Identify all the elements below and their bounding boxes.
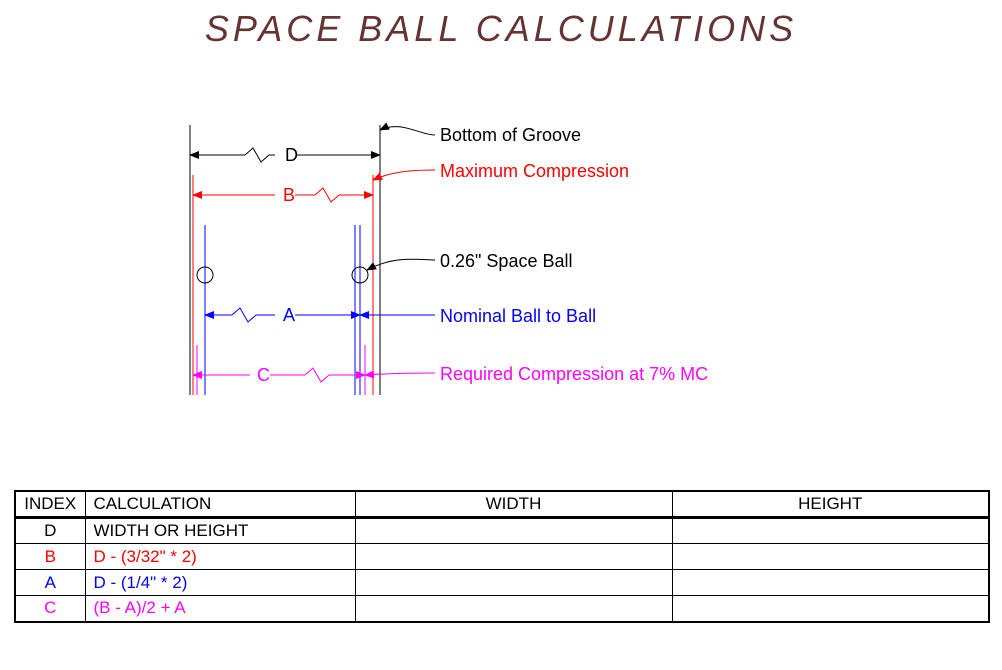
cell-width	[355, 544, 672, 570]
table-header-row: INDEX CALCULATION WIDTH HEIGHT	[15, 491, 989, 518]
table-row: D WIDTH OR HEIGHT	[15, 518, 989, 544]
cell-height	[672, 570, 989, 596]
cell-calc: D - (1/4" * 2)	[85, 570, 355, 596]
table-row: C (B - A)/2 + A	[15, 596, 989, 622]
cell-index: D	[15, 518, 85, 544]
dim-C-letter: C	[257, 365, 270, 385]
cell-calc: (B - A)/2 + A	[85, 596, 355, 622]
calc-table-wrap: INDEX CALCULATION WIDTH HEIGHT D WIDTH O…	[14, 490, 988, 623]
cell-width	[355, 518, 672, 544]
cell-calc: D - (3/32" * 2)	[85, 544, 355, 570]
label-maximum-compression: Maximum Compression	[440, 161, 629, 182]
label-required-compression: Required Compression at 7% MC	[440, 364, 708, 385]
dim-B-letter: B	[283, 185, 295, 205]
calc-table: INDEX CALCULATION WIDTH HEIGHT D WIDTH O…	[14, 490, 990, 623]
th-calc: CALCULATION	[85, 491, 355, 518]
cell-index: B	[15, 544, 85, 570]
label-bottom-of-groove: Bottom of Groove	[440, 125, 581, 146]
page-title: SPACE BALL CALCULATIONS	[0, 8, 1002, 50]
dim-A-letter: A	[283, 305, 295, 325]
cell-index: A	[15, 570, 85, 596]
th-width: WIDTH	[355, 491, 672, 518]
cell-width	[355, 570, 672, 596]
label-nominal-ball: Nominal Ball to Ball	[440, 306, 596, 327]
cell-calc: WIDTH OR HEIGHT	[85, 518, 355, 544]
table-row: B D - (3/32" * 2)	[15, 544, 989, 570]
diagram-area: D B A C Bottom of Groove Maximum Compres…	[175, 115, 735, 425]
cell-height	[672, 544, 989, 570]
cell-index: C	[15, 596, 85, 622]
th-height: HEIGHT	[672, 491, 989, 518]
cell-height	[672, 518, 989, 544]
cell-width	[355, 596, 672, 622]
table-row: A D - (1/4" * 2)	[15, 570, 989, 596]
cell-height	[672, 596, 989, 622]
label-space-ball: 0.26" Space Ball	[440, 251, 572, 272]
th-index: INDEX	[15, 491, 85, 518]
dim-D-letter: D	[285, 145, 298, 165]
